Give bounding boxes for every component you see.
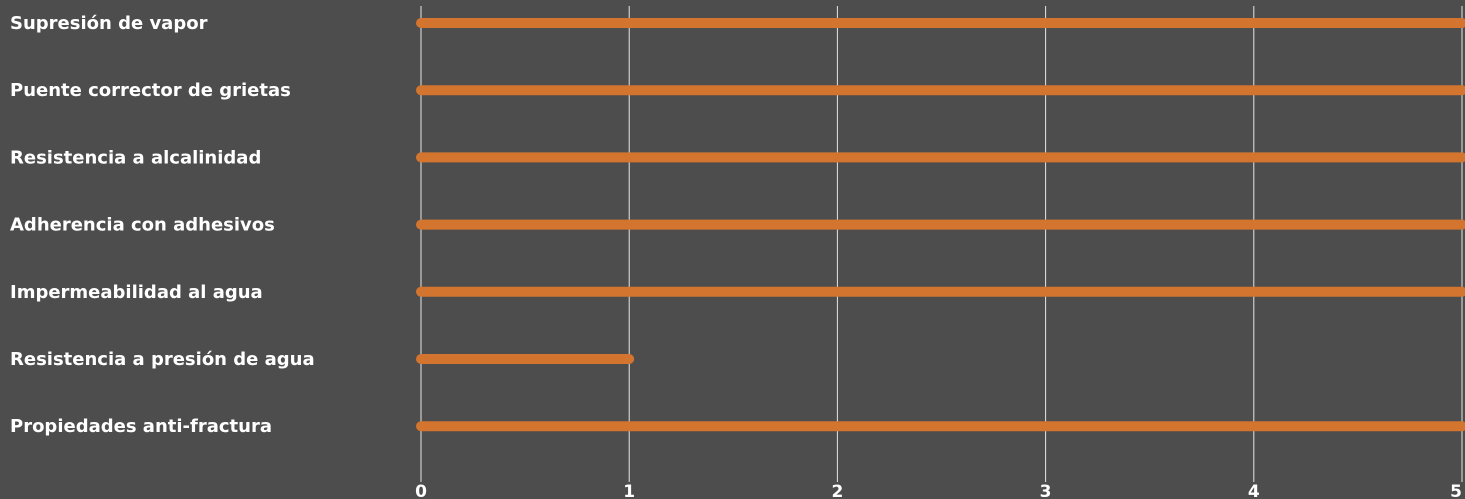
x-tick-label: 4: [1248, 482, 1260, 499]
x-tick-label: 3: [1040, 482, 1052, 499]
x-axis-tick-labels: 0 1 2 3 4 5: [415, 482, 1462, 499]
category-label: Impermeabilidad al agua: [10, 282, 263, 303]
category-labels: Supresión de vapor Puente corrector de gr…: [10, 13, 315, 437]
category-label: Propiedades anti-fractura: [10, 416, 272, 437]
grid-lines: [420, 6, 1463, 482]
x-tick-label: 1: [623, 482, 635, 499]
bars: [416, 18, 1465, 432]
category-label: Resistencia a presión de agua: [10, 349, 315, 370]
category-label: Adherencia con adhesivos: [10, 215, 275, 236]
x-tick-label: 5: [1450, 482, 1462, 499]
x-tick-label: 2: [831, 482, 843, 499]
category-label: Supresión de vapor: [10, 13, 208, 34]
category-label: Resistencia a alcalinidad: [10, 147, 261, 168]
category-label: Puente corrector de grietas: [10, 80, 291, 101]
x-tick-label: 0: [415, 482, 427, 499]
